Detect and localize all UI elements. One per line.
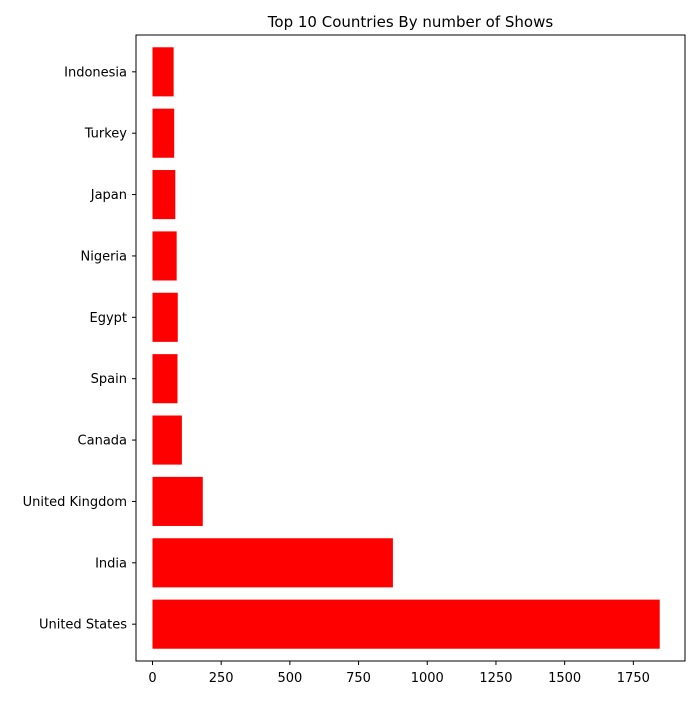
y-tick-label: Turkey — [84, 127, 128, 142]
bar-indonesia — [152, 47, 174, 97]
y-tick-label: Spain — [91, 372, 127, 387]
x-tick-label: 1250 — [479, 671, 512, 686]
bar-india — [152, 538, 393, 588]
bar-canada — [152, 415, 182, 465]
x-tick-label: 500 — [277, 671, 302, 686]
x-tick-label: 1000 — [411, 671, 444, 686]
bar-nigeria — [152, 231, 177, 281]
chart-title: Top 10 Countries By number of Shows — [267, 13, 554, 31]
bar-turkey — [152, 108, 175, 158]
y-tick-label: Nigeria — [80, 249, 127, 264]
x-tick-label: 250 — [209, 671, 234, 686]
x-tick-label: 0 — [148, 671, 156, 686]
bar-egypt — [152, 292, 178, 342]
y-tick-label: Japan — [90, 188, 127, 203]
bars-layer — [152, 47, 660, 649]
plot-frame — [135, 34, 686, 662]
x-tick-label: 1750 — [617, 671, 650, 686]
bar-spain — [152, 354, 178, 404]
y-tick-label: United Kingdom — [23, 495, 127, 510]
x-axis: 0 250 500 750 1000 1250 1500 1750 — [148, 661, 650, 686]
bar-japan — [152, 170, 176, 220]
y-tick-label: Indonesia — [64, 65, 127, 80]
y-tick-label: United States — [39, 618, 127, 633]
y-axis: United States India United Kingdom Canada Sp… — [23, 65, 136, 633]
y-tick-label: Canada — [78, 434, 127, 449]
bar-united-kingdom — [152, 476, 203, 526]
x-tick-label: 1500 — [548, 671, 581, 686]
y-tick-label: India — [95, 556, 127, 571]
x-tick-label: 750 — [346, 671, 371, 686]
bar-united-states — [152, 599, 660, 649]
y-tick-label: Egypt — [89, 311, 127, 326]
